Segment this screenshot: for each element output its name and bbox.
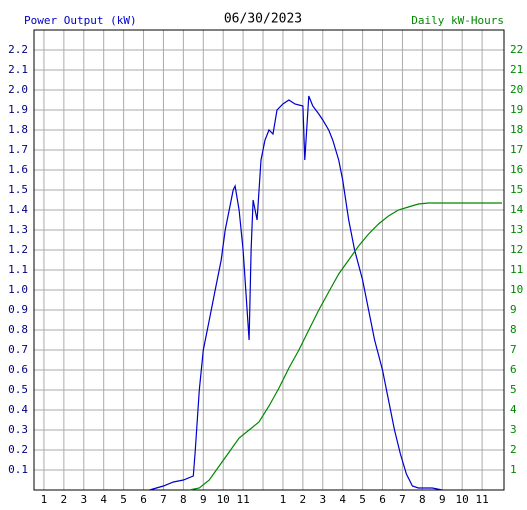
y-tick-label: 0.6 <box>8 363 28 376</box>
y-tick-label: 1.8 <box>8 123 28 136</box>
y-tick-label: 1.5 <box>8 183 28 196</box>
x-tick-label: 3 <box>80 493 87 506</box>
x-tick-label: 11 <box>236 493 249 506</box>
x-tick-label: 2 <box>300 493 307 506</box>
x-tick-label: 9 <box>200 493 207 506</box>
y2-tick-label: 2 <box>510 443 517 456</box>
y2-tick-label: 10 <box>510 283 523 296</box>
y2-tick-label: 13 <box>510 223 523 236</box>
y-tick-label: 0.7 <box>8 343 28 356</box>
y2-tick-label: 7 <box>510 343 517 356</box>
y2-tick-label: 17 <box>510 143 523 156</box>
y-tick-label: 0.8 <box>8 323 28 336</box>
y-tick-label: 1.3 <box>8 223 28 236</box>
x-tick-label: 2 <box>61 493 68 506</box>
x-tick-label: 11 <box>475 493 488 506</box>
y2-tick-label: 4 <box>510 403 517 416</box>
y2-tick-label: 15 <box>510 183 523 196</box>
x-tick-label: 6 <box>379 493 386 506</box>
y2-tick-label: 18 <box>510 123 523 136</box>
y-tick-label: 1.2 <box>8 243 28 256</box>
x-tick-label: 10 <box>456 493 469 506</box>
line-series <box>189 202 502 491</box>
x-tick-label: 1 <box>280 493 287 506</box>
x-tick-label: 7 <box>399 493 406 506</box>
y2-tick-label: 19 <box>510 103 523 116</box>
y2-tick-label: 6 <box>510 363 517 376</box>
x-tick-label: 3 <box>319 493 326 506</box>
y-tick-label: 1.9 <box>8 103 28 116</box>
y2-axis-title: Daily kW-Hours <box>411 14 504 27</box>
x-tick-label: 1 <box>41 493 48 506</box>
x-tick-label: 4 <box>339 493 346 506</box>
x-tick-label: 8 <box>180 493 187 506</box>
y2-tick-label: 5 <box>510 383 517 396</box>
x-tick-label: 5 <box>120 493 127 506</box>
y2-tick-label: 1 <box>510 463 517 476</box>
y-tick-label: 0.9 <box>8 303 28 316</box>
x-tick-label: 4 <box>100 493 107 506</box>
y2-tick-label: 8 <box>510 323 517 336</box>
line-series <box>149 95 443 491</box>
y2-tick-label: 16 <box>510 163 523 176</box>
y2-tick-label: 20 <box>510 83 523 96</box>
y2-tick-label: 11 <box>510 263 523 276</box>
y-tick-label: 0.5 <box>8 383 28 396</box>
x-tick-label: 10 <box>217 493 230 506</box>
x-tick-label: 5 <box>359 493 366 506</box>
y2-tick-label: 9 <box>510 303 517 316</box>
y2-tick-label: 12 <box>510 243 523 256</box>
y-tick-label: 1.1 <box>8 263 28 276</box>
y-tick-label: 0.2 <box>8 443 28 456</box>
x-tick-label: 6 <box>140 493 147 506</box>
y-tick-label: 2.1 <box>8 63 28 76</box>
x-tick-label: 8 <box>419 493 426 506</box>
chart-title: 06/30/2023 <box>224 12 302 27</box>
y-tick-label: 2.2 <box>8 43 28 56</box>
y2-tick-label: 22 <box>510 43 523 56</box>
y-tick-label: 2.0 <box>8 83 28 96</box>
y-tick-label: 1.7 <box>8 143 28 156</box>
x-tick-label: 7 <box>160 493 167 506</box>
y-axis-title: Power Output (kW) <box>24 14 137 27</box>
plot-border <box>33 29 505 491</box>
y-tick-label: 1.0 <box>8 283 28 296</box>
y2-tick-label: 21 <box>510 63 523 76</box>
y2-tick-label: 3 <box>510 423 517 436</box>
y-tick-label: 0.1 <box>8 463 28 476</box>
y-tick-label: 0.3 <box>8 423 28 436</box>
y-tick-label: 0.4 <box>8 403 28 416</box>
y-tick-label: 1.6 <box>8 163 28 176</box>
y2-tick-label: 14 <box>510 203 524 216</box>
x-tick-label: 9 <box>439 493 446 506</box>
y-tick-label: 1.4 <box>8 203 28 216</box>
